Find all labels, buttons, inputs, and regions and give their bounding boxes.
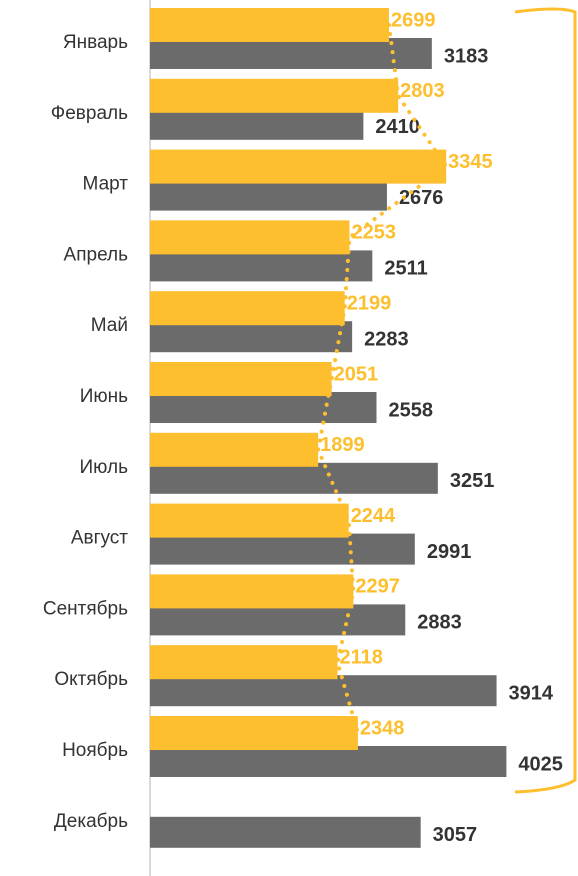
bar (150, 503, 349, 538)
category-label: Октябрь (54, 669, 128, 690)
value-label: 2558 (388, 399, 433, 421)
value-label: 2803 (400, 80, 445, 102)
bar (150, 250, 373, 282)
value-label: 2051 (334, 363, 379, 385)
value-label: 2297 (355, 576, 400, 598)
value-label: 2199 (347, 292, 392, 314)
value-label: 2244 (351, 505, 396, 527)
bar (150, 392, 377, 423)
value-label: 3345 (448, 151, 493, 173)
bar (150, 108, 364, 140)
bar (150, 149, 447, 184)
bar (150, 533, 415, 565)
value-label: 1899 (320, 434, 365, 456)
category-label: Февраль (51, 103, 128, 124)
value-label: 2511 (384, 258, 427, 280)
category-label: Декабрь (54, 811, 128, 832)
value-label: 2410 (375, 116, 420, 138)
value-label: 4025 (518, 753, 563, 775)
bar (150, 746, 507, 777)
bar (150, 220, 350, 255)
bar (150, 432, 319, 467)
category-label: Сентябрь (43, 598, 128, 619)
trend-line (316, 23, 449, 735)
bar (150, 462, 438, 494)
category-label: Апрель (64, 244, 129, 265)
bar (150, 179, 387, 211)
bar (150, 321, 353, 353)
bar (150, 8, 389, 42)
bar (150, 38, 432, 69)
bar (150, 675, 497, 707)
value-label: 2883 (417, 612, 462, 634)
value-label: 2348 (360, 717, 405, 739)
value-label: 3057 (433, 824, 478, 846)
value-label: 2283 (364, 328, 409, 350)
bar (150, 362, 332, 396)
value-label: 3251 (450, 470, 495, 492)
bar (150, 78, 399, 113)
bar (150, 816, 421, 848)
category-label: Май (91, 315, 128, 336)
category-label: Март (83, 174, 129, 195)
category-label: Ноябрь (62, 740, 128, 761)
value-label: 2699 (391, 9, 436, 31)
bar (150, 645, 338, 680)
value-label: 3914 (509, 682, 554, 704)
bar (150, 574, 354, 609)
category-label: Август (71, 528, 128, 549)
value-label: 2118 (340, 646, 383, 668)
category-label: Январь (63, 32, 128, 53)
value-label: 2253 (351, 222, 396, 244)
bar (150, 716, 358, 750)
bar (150, 604, 406, 636)
bar (150, 291, 345, 326)
value-label: 3183 (444, 45, 489, 67)
category-label: Июль (80, 457, 129, 478)
value-label: 2991 (427, 541, 472, 563)
bracket (514, 7, 577, 794)
category-label: Июнь (80, 386, 128, 407)
